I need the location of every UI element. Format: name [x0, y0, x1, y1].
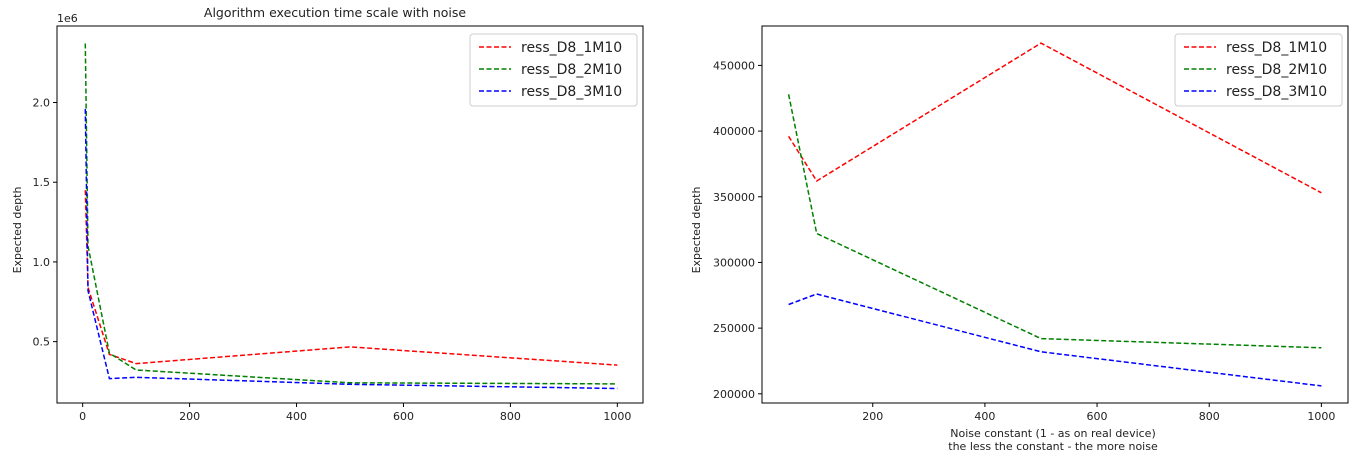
x-tick-label: 200: [862, 410, 883, 423]
x-tick-label: 800: [500, 410, 521, 423]
x-tick-label: 800: [1199, 410, 1220, 423]
chart-left-lines: [84, 43, 618, 390]
chart-right: Expected depth Noise constant (1 - as on…: [690, 25, 1349, 453]
series-line-1: [84, 43, 618, 385]
chart-left-title: Algorithm execution time scale with nois…: [204, 5, 467, 20]
legend-label-2: ress_D8_3M10: [521, 84, 622, 100]
x-tick-label: 600: [1087, 410, 1108, 423]
legend-label-0: ress_D8_1M10: [1226, 40, 1327, 56]
x-tick-label: 1000: [1307, 410, 1335, 423]
chart-right-xlabel: Noise constant (1 - as on real device): [950, 427, 1156, 440]
y-tick-label: 1.0: [33, 256, 51, 269]
x-tick-label: 600: [393, 410, 414, 423]
chart-right-ticks: 200 400 600 800 1000 200000 250000 300000 350000…: [713, 59, 1335, 423]
y-tick-label: 2.0: [33, 97, 51, 110]
y-tick-label: 250000: [713, 322, 755, 335]
legend-label-1: ress_D8_2M10: [521, 62, 622, 78]
series-line-0: [787, 42, 1322, 194]
series-line-0: [84, 190, 618, 366]
chart-left-legend: ress_D8_1M10 ress_D8_2M10 ress_D8_3M10: [469, 33, 638, 107]
y-tick-label: 450000: [713, 59, 755, 72]
y-tick-label: 350000: [713, 191, 755, 204]
chart-left-frame: [56, 25, 644, 404]
series-line-2: [788, 293, 1322, 387]
legend-box: [469, 33, 638, 107]
x-tick-label: 200: [179, 410, 200, 423]
chart-right-lines: [787, 42, 1322, 387]
chart-left: Algorithm execution time scale with nois…: [11, 5, 644, 423]
y-tick-label: 300000: [713, 256, 755, 269]
y-tick-label: 1.5: [33, 176, 51, 189]
chart-left-offset-text: 1e6: [57, 12, 78, 25]
legend-label-2: ress_D8_3M10: [1226, 84, 1327, 100]
x-tick-label: 400: [286, 410, 307, 423]
x-tick-label: 1000: [603, 410, 631, 423]
series-line-2: [84, 108, 618, 390]
y-tick-label: 200000: [713, 388, 755, 401]
chart-left-ticks: 0 200 400 600 800 1000 0.5 1.0 1.5 2.0: [33, 97, 632, 423]
legend-box: [1174, 33, 1343, 107]
chart-right-ylabel: Expected depth: [690, 187, 703, 274]
x-tick-label: 0: [79, 410, 86, 423]
y-tick-label: 0.5: [33, 336, 51, 349]
series-line-1: [787, 94, 1322, 349]
chart-left-ylabel: Expected depth: [11, 187, 24, 274]
legend-label-0: ress_D8_1M10: [521, 40, 622, 56]
y-tick-label: 400000: [713, 125, 755, 138]
legend-label-1: ress_D8_2M10: [1226, 62, 1327, 78]
chart-right-legend: ress_D8_1M10 ress_D8_2M10 ress_D8_3M10: [1174, 33, 1343, 107]
chart-right-frame: [761, 25, 1349, 404]
x-tick-label: 400: [974, 410, 995, 423]
chart-right-xlabel-line2: the less the constant - the more noise: [948, 440, 1158, 453]
